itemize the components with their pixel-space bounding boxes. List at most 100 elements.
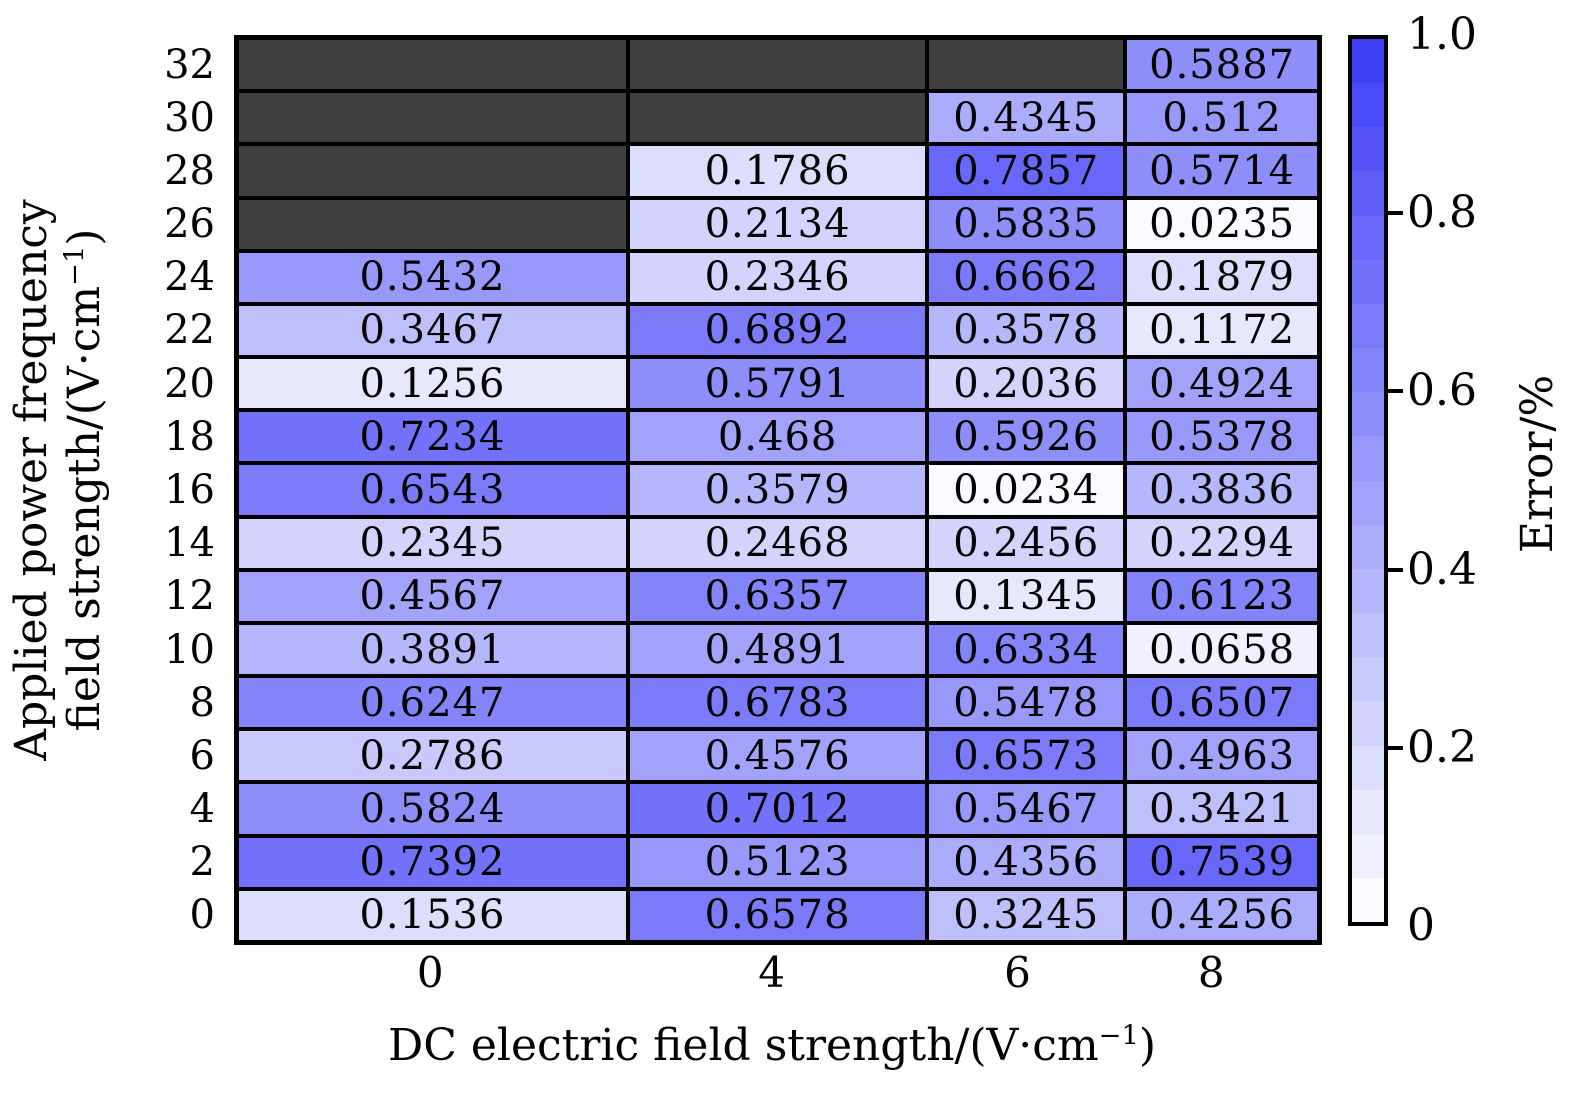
heatmap-cell: 0.4963: [1127, 731, 1317, 781]
heatmap-cell: 0.4256: [1127, 890, 1317, 940]
heatmap-cell: 0.5835: [929, 199, 1124, 249]
colorbar-tick-mark: [1388, 567, 1403, 572]
heatmap-cell: 0.2294: [1127, 518, 1317, 568]
y-tick-label: 2: [189, 839, 215, 886]
y-tick-label: 10: [164, 626, 215, 673]
heatmap-cell: 0.0234: [929, 465, 1124, 515]
y-tick-label: 18: [164, 413, 215, 460]
colorbar-tick-mark: [1388, 211, 1403, 216]
y-tick-label: 28: [164, 147, 215, 194]
heatmap-cell: 0.4576: [629, 731, 926, 781]
heatmap-cell: 0.7234: [239, 412, 626, 462]
y-tick-label: 4: [189, 786, 215, 833]
heatmap-cell: 0.3578: [929, 305, 1124, 356]
heatmap-cell: 0.3421: [1127, 784, 1317, 834]
heatmap-cell: 0.3467: [239, 305, 626, 356]
colorbar-band: [1352, 480, 1384, 525]
heatmap-cell: 0.1345: [929, 571, 1124, 621]
heatmap-cell-missing: [629, 40, 926, 90]
y-tick-label: 26: [164, 201, 215, 248]
colorbar-band: [1352, 127, 1384, 172]
colorbar-band: [1352, 524, 1384, 569]
colorbar-band: [1352, 745, 1384, 790]
heatmap-cell: 0.7392: [239, 837, 626, 887]
heatmap-cell: 0.4924: [1127, 359, 1317, 409]
heatmap-cell: 0.4345: [929, 93, 1124, 143]
y-tick-label: 8: [189, 679, 215, 726]
heatmap-cell: 0.468: [629, 412, 926, 462]
heatmap-cell: 0.2786: [239, 731, 626, 781]
colorbar-band: [1352, 171, 1384, 216]
heatmap-cell: 0.5378: [1127, 412, 1317, 462]
y-axis-title-line1: Applied power frequency: [6, 199, 57, 761]
heatmap-cell: 0.6578: [629, 890, 926, 940]
heatmap-cell: 0.7012: [629, 784, 926, 834]
heatmap-cell: 0.6543: [239, 465, 626, 515]
heatmap-cell: 0.5926: [929, 412, 1124, 462]
heatmap-cell: 0.3891: [239, 624, 626, 675]
heatmap-cell: 0.6507: [1127, 678, 1317, 728]
colorbar-band: [1352, 833, 1384, 878]
heatmap-cell: 0.6357: [629, 571, 926, 621]
heatmap-cell: 0.4567: [239, 571, 626, 621]
colorbar-tick-mark: [1388, 745, 1403, 750]
colorbar-title: Error/%: [1512, 374, 1563, 554]
heatmap-cell: 0.4356: [929, 837, 1124, 887]
y-tick-label: 0: [189, 892, 215, 939]
colorbar-band: [1352, 303, 1384, 349]
heatmap-cell: 0.6892: [629, 305, 926, 356]
heatmap-cell: 0.0658: [1127, 624, 1317, 675]
heatmap-cell: 0.6247: [239, 678, 626, 728]
y-tick-label: 32: [164, 41, 215, 88]
x-tick-label: 8: [1197, 948, 1225, 997]
heatmap-cell-missing: [929, 40, 1124, 90]
colorbar-tick-label: 0: [1407, 900, 1435, 951]
colorbar-tick-label: 1.0: [1407, 9, 1477, 60]
y-axis-ticks: 32 30 28 26 24 22 20 18 16 14 12 10 8 6 4 2 0: [90, 40, 215, 940]
superscript: −1: [59, 245, 91, 286]
colorbar-tick-label: 0.6: [1407, 365, 1477, 417]
heatmap-cell: 0.3579: [629, 465, 926, 515]
colorbar-tick-label: 0.8: [1407, 187, 1477, 239]
heatmap-cell: 0.2036: [929, 359, 1124, 409]
x-tick-label: 6: [1004, 948, 1031, 997]
colorbar-band: [1352, 877, 1384, 923]
x-axis-title: DC electric field strength/(V·cm−1): [387, 1020, 1157, 1071]
heatmap-cell: 0.5467: [929, 784, 1124, 834]
heatmap-cell: 0.2456: [929, 518, 1124, 568]
heatmap-cell: 0.5714: [1127, 146, 1317, 196]
heatmap-cell: 0.5791: [629, 359, 926, 409]
colorbar-band: [1352, 348, 1384, 393]
heatmap-cell: 0.2345: [239, 518, 626, 568]
y-tick-label: 12: [164, 573, 215, 620]
heatmap-cell: 0.6783: [629, 678, 926, 728]
superscript: −1: [1098, 1020, 1139, 1052]
colorbar-band: [1352, 613, 1384, 658]
colorbar-tick-label: 0.2: [1407, 721, 1477, 773]
colorbar-tick-mark: [1388, 389, 1403, 394]
colorbar-band: [1352, 392, 1384, 437]
colorbar-band: [1352, 436, 1384, 481]
heatmap-cell-missing: [239, 93, 626, 143]
heatmap-cell-missing: [239, 146, 626, 196]
colorbar-band: [1352, 39, 1384, 84]
heatmap-cell: 0.6123: [1127, 571, 1317, 621]
heatmap-cell: 0.6334: [929, 624, 1124, 675]
y-tick-label: 24: [164, 254, 215, 301]
heatmap-cell: 0.5824: [239, 784, 626, 834]
heatmap-cell-missing: [239, 40, 626, 90]
heatmap-cell-missing: [239, 199, 626, 249]
heatmap-cell: 0.5887: [1127, 40, 1317, 90]
heatmap-cell: 0.3836: [1127, 465, 1317, 515]
colorbar: [1348, 35, 1388, 926]
heatmap-cell: 0.3245: [929, 890, 1124, 940]
colorbar-band: [1352, 568, 1384, 614]
y-tick-label: 20: [164, 360, 215, 407]
y-tick-label: 16: [164, 466, 215, 513]
heatmap-cell: 0.7857: [929, 146, 1124, 196]
heatmap-cell: 0.5478: [929, 678, 1124, 728]
colorbar-band: [1352, 83, 1384, 128]
heatmap-cell: 0.5123: [629, 837, 926, 887]
y-tick-label: 22: [164, 307, 215, 354]
